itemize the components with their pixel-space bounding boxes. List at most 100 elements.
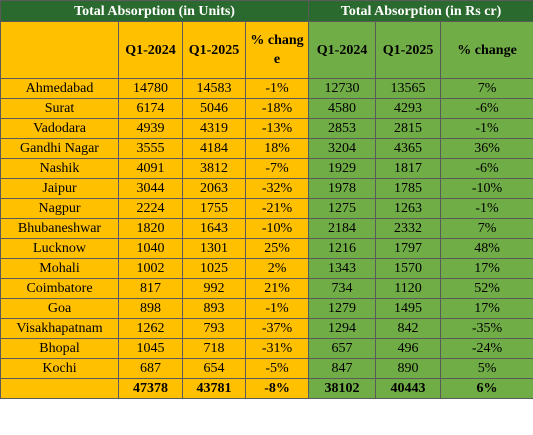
table-row: Nagpur 2224 1755 -21% 1275 1263 -1% [0,198,533,219]
value-cell: -32% [244,178,310,199]
value-cell: 4293 [375,98,442,119]
value-cell: 734 [308,278,377,299]
value-cell: 1817 [375,158,442,179]
value-cell: 7% [440,218,533,239]
value-cell: 1216 [308,238,377,259]
value-cell: 1570 [375,258,442,279]
table-row: Goa 898 893 -1% 1279 1495 17% [0,298,533,319]
value-cell: 5046 [182,98,246,119]
value-cell: 1002 [118,258,183,279]
table-row: Q1-2024 Q1-2025% change Q1-2024 Q1-2025% ch… [0,21,533,79]
value-cell: -7% [244,158,310,179]
city-cell: Nashik [0,158,119,179]
value-cell: 2332 [375,218,442,239]
absorption-table: Total Absorption (in Units) Total Absorp… [0,0,533,399]
value-cell: 2815 [375,118,442,139]
value-cell: 25% [244,238,310,259]
table-row: Bhopal 1045 718 -31% 657 496 -24% [0,338,533,359]
table-row: Coimbatore 817 992 21% 734 1120 52% [0,278,533,299]
value-cell: 992 [182,278,246,299]
right-title: Total Absorption (in Rs cr) [308,0,533,22]
table-row: Jaipur 3044 2063 -32% 1978 1785 -10% [0,178,533,199]
table-row: Kochi 687 654 -5% 847 890 5% [0,358,533,379]
city-cell: Bhopal [0,338,119,359]
value-cell: 687 [118,358,183,379]
value-cell: 1263 [375,198,442,219]
column-header: % change [440,21,533,79]
header-cell [0,21,119,79]
value-cell: 52% [440,278,533,299]
city-cell: Vadodara [0,118,119,139]
city-cell: Lucknow [0,238,119,259]
value-cell: 6174 [118,98,183,119]
total-cell: 38102 [308,378,377,399]
value-cell: 4091 [118,158,183,179]
value-cell: 3812 [182,158,246,179]
value-cell: 654 [182,358,246,379]
value-cell: 1343 [308,258,377,279]
city-cell: Coimbatore [0,278,119,299]
total-cell: 47378 [118,378,183,399]
value-cell: 1797 [375,238,442,259]
value-cell: 842 [375,318,442,339]
value-cell: 3204 [308,138,377,159]
value-cell: 1929 [308,158,377,179]
value-cell: 1279 [308,298,377,319]
table-row: Nashik 4091 3812 -7% 1929 1817 -6% [0,158,533,179]
value-cell: 1820 [118,218,183,239]
value-cell: 1040 [118,238,183,259]
value-cell: -1% [244,298,310,319]
city-cell: Ahmedabad [0,78,119,99]
left-title: Total Absorption (in Units) [0,0,310,22]
value-cell: 21% [244,278,310,299]
city-cell: Gandhi Nagar [0,138,119,159]
column-header: Q1-2025 [375,21,442,79]
value-cell: 3555 [118,138,183,159]
table-row: Mohali 1002 1025 2% 1343 1570 17% [0,258,533,279]
value-cell: 1120 [375,278,442,299]
value-cell: -24% [440,338,533,359]
value-cell: 1294 [308,318,377,339]
value-cell: 17% [440,298,533,319]
value-cell: 1025 [182,258,246,279]
column-header: Q1-2025 [182,21,246,79]
value-cell: -10% [244,218,310,239]
value-cell: -1% [440,198,533,219]
table-row: Lucknow 1040 1301 25% 1216 1797 48% [0,238,533,259]
city-cell: Mohali [0,258,119,279]
value-cell: 1275 [308,198,377,219]
value-cell: 2853 [308,118,377,139]
column-header: Q1-2024 [118,21,183,79]
value-cell: 17% [440,258,533,279]
value-cell: -6% [440,158,533,179]
total-cell: 43781 [182,378,246,399]
city-cell: Jaipur [0,178,119,199]
total-label-cell [0,378,119,399]
table-row: Visakhapatnam 1262 793 -37% 1294 842 -35% [0,318,533,339]
total-cell: -8% [244,378,310,399]
city-cell: Nagpur [0,198,119,219]
value-cell: -31% [244,338,310,359]
city-cell: Bhubaneshwar [0,218,119,239]
value-cell: 657 [308,338,377,359]
value-cell: 817 [118,278,183,299]
value-cell: -13% [244,118,310,139]
value-cell: 2063 [182,178,246,199]
value-cell: -37% [244,318,310,339]
value-cell: 4939 [118,118,183,139]
column-header: Q1-2024 [308,21,377,79]
table-row: Vadodara 4939 4319 -13% 2853 2815 -1% [0,118,533,139]
city-cell: Kochi [0,358,119,379]
value-cell: 3044 [118,178,183,199]
value-cell: -35% [440,318,533,339]
table-row: Surat 6174 5046 -18% 4580 4293 -6% [0,98,533,119]
value-cell: 898 [118,298,183,319]
column-header: % change [244,21,310,79]
city-cell: Goa [0,298,119,319]
value-cell: 13565 [375,78,442,99]
value-cell: 12730 [308,78,377,99]
value-cell: 4365 [375,138,442,159]
value-cell: 2224 [118,198,183,219]
value-cell: -5% [244,358,310,379]
value-cell: 1262 [118,318,183,339]
